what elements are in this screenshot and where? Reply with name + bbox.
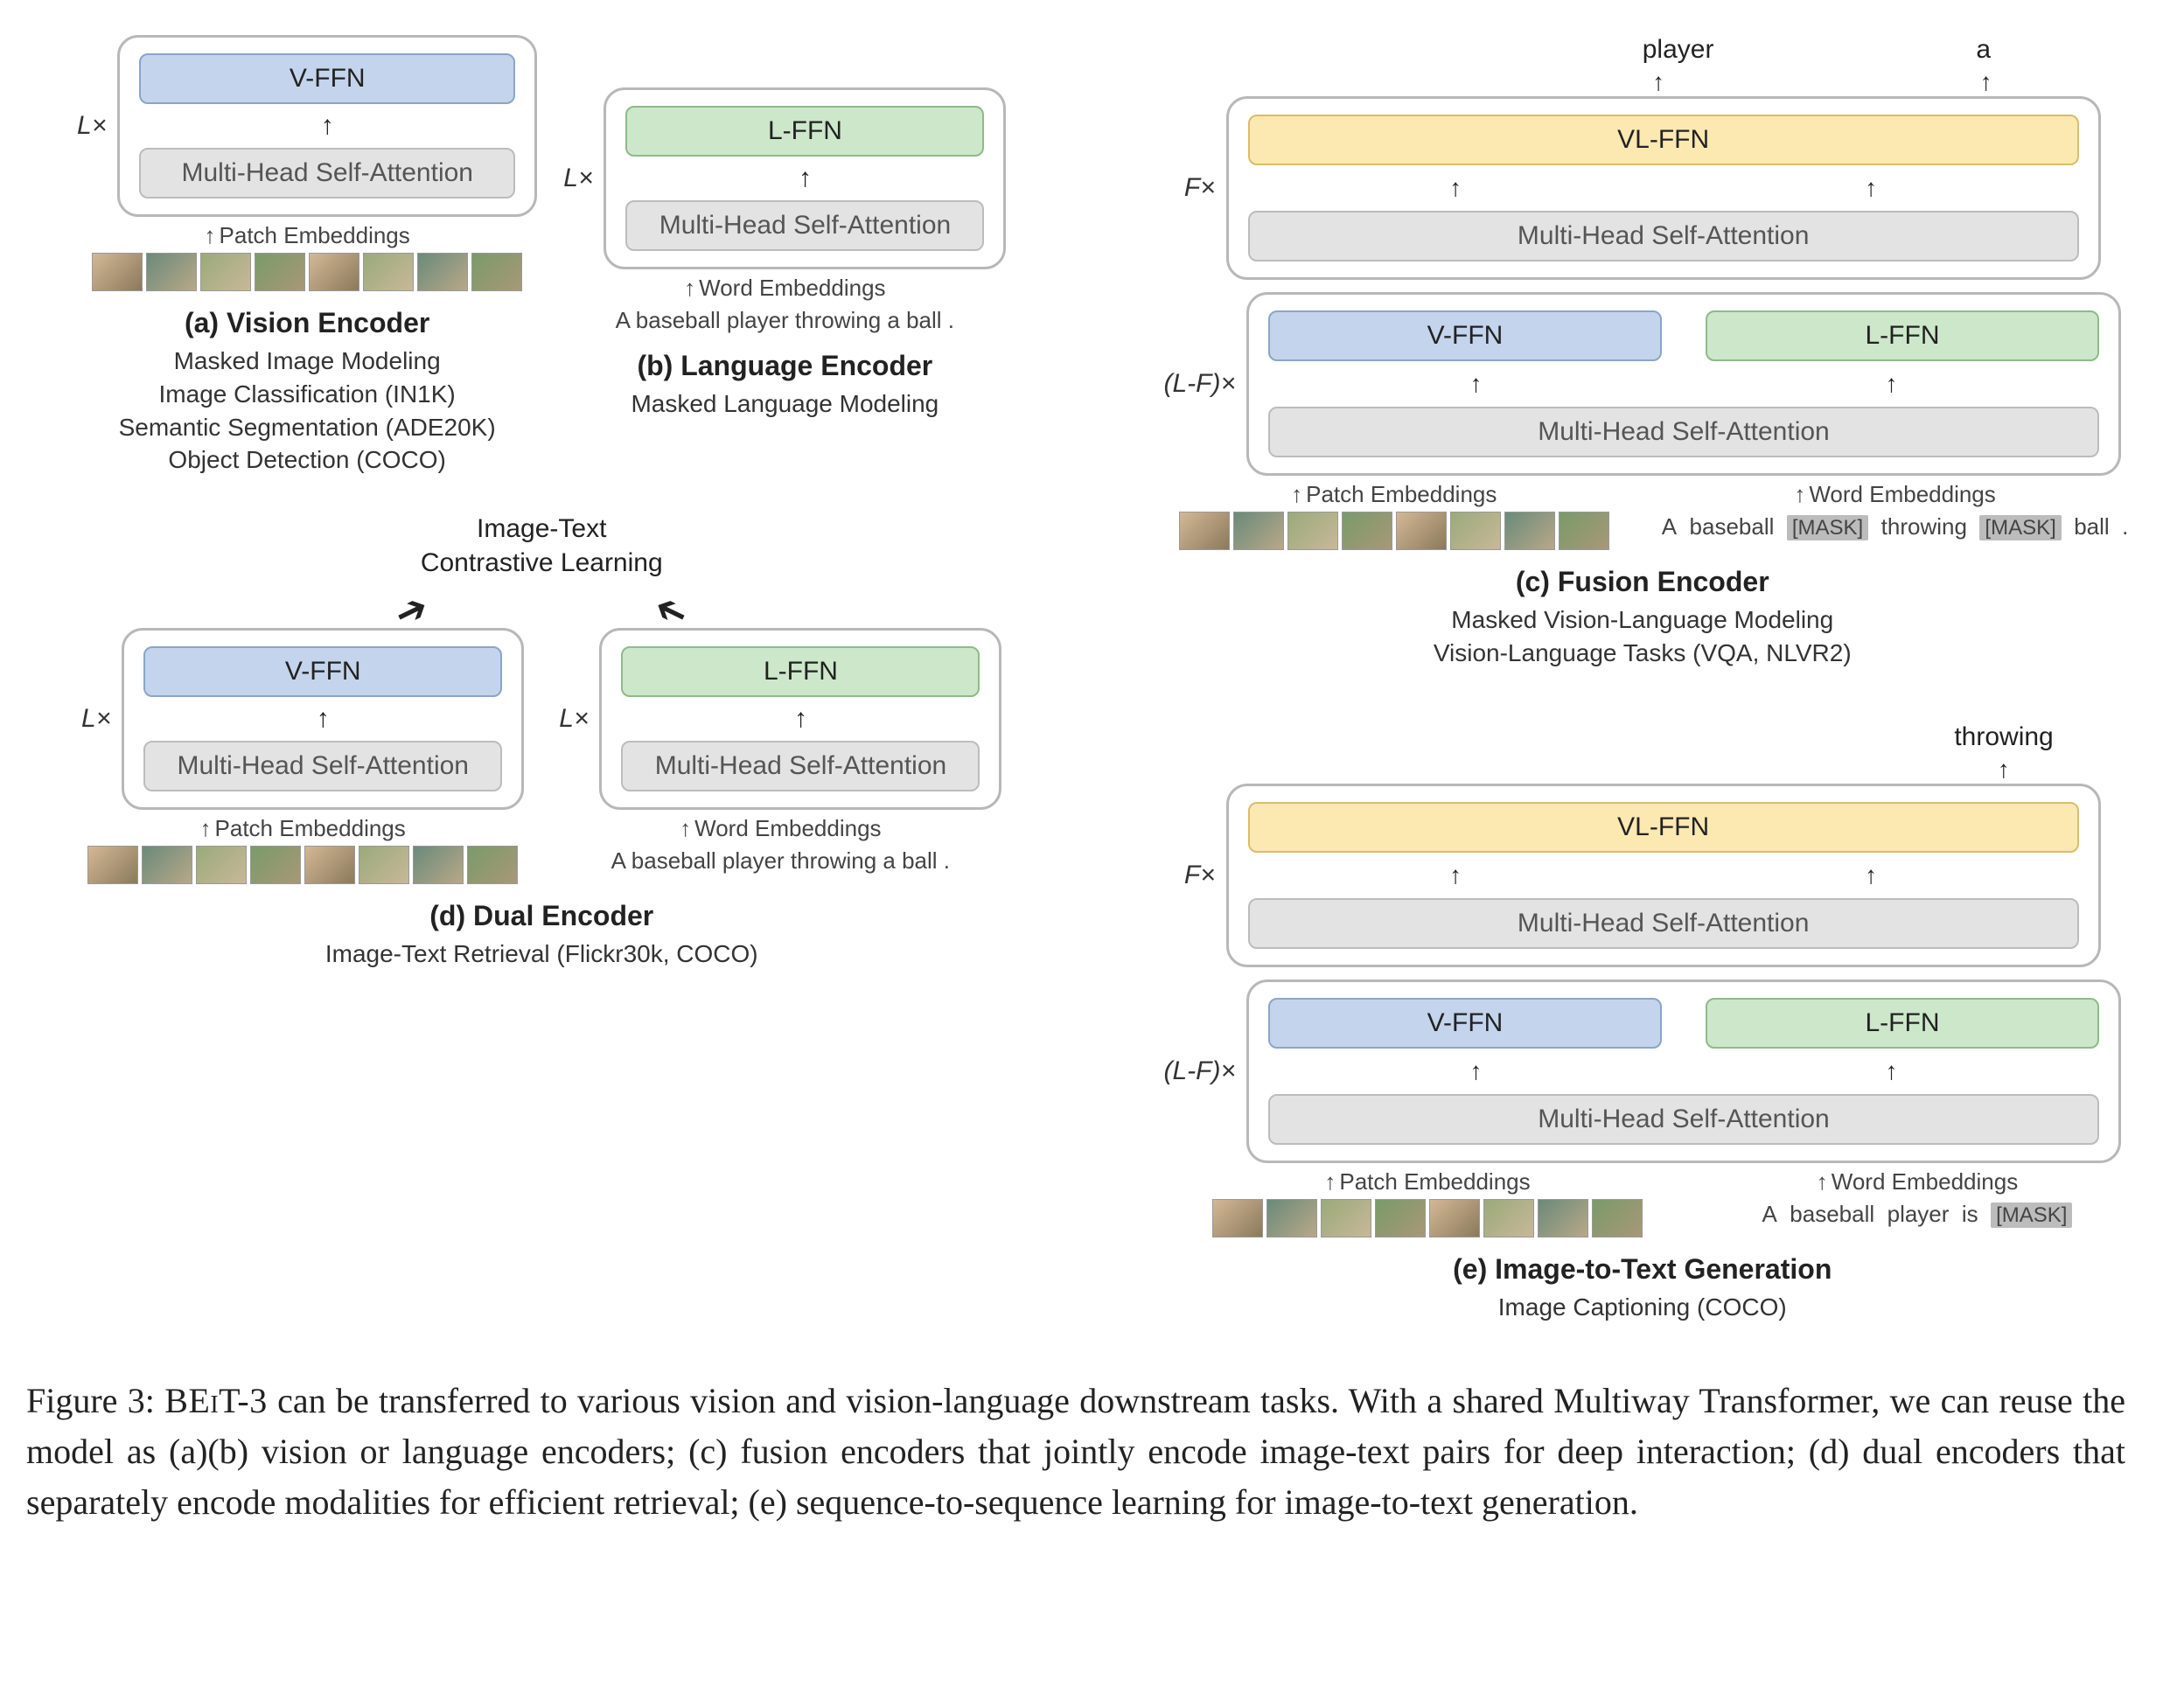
caption-c: (c) Fusion Encoder Masked Vision-Languag… [1434, 566, 1852, 670]
contrastive-label: Image-Text Contrastive Learning [421, 512, 663, 580]
input-sentence-b: A baseball player throwing a ball . [616, 307, 954, 334]
l-ffn-box: L-FFN [1706, 310, 2099, 361]
mhsa-box: Multi-Head Self-Attention [1248, 211, 2079, 261]
v-ffn-box: V-FFN [139, 53, 515, 104]
patch-emb-label: ↑Patch Embeddings [205, 222, 410, 249]
mhsa-box: Multi-Head Self-Attention [143, 741, 502, 791]
left-column: L× V-FFN ↑ Multi-Head Self-Attention ↑Pa… [26, 35, 1057, 1323]
fusion-upper-block: VL-FFN ↑↑ Multi-Head Self-Attention [1226, 96, 2101, 280]
v-ffn-box: V-FFN [1268, 310, 1662, 361]
word-emb-label: ↑Word Embeddings [1794, 481, 1995, 508]
figure-grid: L× V-FFN ↑ Multi-Head Self-Attention ↑Pa… [26, 35, 2158, 1323]
mult-L-a: L× [77, 111, 107, 141]
l-ffn-box: L-FFN [621, 646, 980, 697]
patch-strip [87, 846, 518, 884]
caption-b: (b) Language Encoder Masked Language Mod… [631, 350, 938, 421]
mask-token: [MASK] [1787, 515, 1868, 540]
mhsa-box: Multi-Head Self-Attention [1268, 1094, 2099, 1145]
fusion-lower-block: V-FFN L-FFN ↑↑ Multi-Head Self-Attention [1246, 292, 2121, 476]
panel-a: L× V-FFN ↑ Multi-Head Self-Attention ↑Pa… [77, 35, 537, 477]
arrow-up-icon: ↑ [321, 113, 334, 139]
mhsa-box: Multi-Head Self-Attention [139, 148, 515, 199]
arrow-up-icon: ↑ [794, 706, 807, 732]
contrastive-arrows: ➔ ➔ [395, 589, 687, 633]
panel-b: L× L-FFN ↑ Multi-Head Self-Attention ↑Wo… [563, 87, 1006, 421]
mask-token: [MASK] [1979, 515, 2061, 540]
mult-L-d2: L× [559, 704, 589, 734]
vl-ffn-box: VL-FFN [1248, 802, 2079, 853]
i2t-upper-block: VL-FFN ↑↑ Multi-Head Self-Attention [1226, 784, 2101, 967]
mult-LmF-c: (L-F)× [1163, 369, 1236, 399]
patch-emb-label: ↑Patch Embeddings [1324, 1168, 1530, 1196]
word-emb-label: ↑Word Embeddings [684, 275, 885, 302]
patch-strip [1179, 512, 1609, 550]
output-arrows: ↑ ↑ [1188, 68, 2097, 96]
patch-strip [92, 253, 522, 291]
output-word-e: throwing [1179, 722, 2106, 752]
arrow-row: ↑↑ [1268, 370, 2099, 398]
panels-a-b-row: L× V-FFN ↑ Multi-Head Self-Attention ↑Pa… [26, 35, 1057, 477]
caption-a: (a) Vision Encoder Masked Image Modeling… [119, 307, 496, 477]
word-emb-label: ↑Word Embeddings [1817, 1168, 2018, 1196]
panel-c: player a ↑ ↑ F× VL-FFN ↑↑ Multi-Head Sel… [1127, 35, 2159, 670]
vl-ffn-box: VL-FFN [1248, 115, 2079, 165]
input-sentence-c: A baseball [MASK] throwing [MASK] ball . [1662, 513, 2129, 540]
encoder-block-d-lang: L-FFN ↑ Multi-Head Self-Attention [599, 628, 1001, 810]
patch-emb-label: ↑Patch Embeddings [200, 815, 406, 842]
v-ffn-box: V-FFN [1268, 998, 1662, 1049]
mult-F-c: F× [1184, 173, 1216, 203]
mult-F-e: F× [1184, 861, 1216, 890]
output-words-c: player a [1188, 35, 2097, 65]
panel-d: Image-Text Contrastive Learning ➔ ➔ L× V… [26, 512, 1057, 971]
mask-token: [MASK] [1991, 1203, 2072, 1228]
mhsa-box: Multi-Head Self-Attention [1268, 407, 2099, 457]
arrow-row: ↑↑ [1268, 1057, 2099, 1085]
input-sentence-d: A baseball player throwing a ball . [611, 847, 950, 875]
panel-e: throwing ↑ F× VL-FFN ↑↑ Multi-Head Self-… [1127, 722, 2159, 1324]
v-ffn-box: V-FFN [143, 646, 502, 697]
mhsa-box: Multi-Head Self-Attention [621, 741, 980, 791]
encoder-block-d-vision: V-FFN ↑ Multi-Head Self-Attention [122, 628, 524, 810]
arrow-row: ↑↑ [1248, 174, 2079, 202]
right-column: player a ↑ ↑ F× VL-FFN ↑↑ Multi-Head Sel… [1127, 35, 2159, 1323]
output-arrow-e: ↑ [1179, 756, 2106, 784]
input-sentence-e: A baseball player is [MASK] [1762, 1201, 2073, 1228]
patch-strip [1212, 1199, 1643, 1237]
mult-L-b: L× [563, 164, 593, 193]
caption-d: (d) Dual Encoder Image-Text Retrieval (F… [325, 900, 758, 971]
model-name: BEiT-3 [164, 1381, 268, 1420]
mhsa-box: Multi-Head Self-Attention [1248, 898, 2079, 949]
mult-LmF-e: (L-F)× [1163, 1056, 1236, 1086]
mhsa-box: Multi-Head Self-Attention [625, 200, 984, 251]
i2t-lower-block: V-FFN L-FFN ↑↑ Multi-Head Self-Attention [1246, 979, 2121, 1163]
figure-caption: Figure 3: BEiT-3 can be transferred to v… [26, 1376, 2125, 1528]
arrow-row: ↑↑ [1248, 861, 2079, 889]
encoder-block-b: L-FFN ↑ Multi-Head Self-Attention [604, 87, 1006, 269]
arrow-up-icon: ↑ [799, 165, 812, 192]
arrow-up-icon: ↑ [317, 706, 330, 732]
encoder-block-a: V-FFN ↑ Multi-Head Self-Attention [117, 35, 537, 217]
mult-L-d1: L× [81, 704, 111, 734]
caption-e: (e) Image-to-Text Generation Image Capti… [1453, 1253, 1832, 1324]
word-emb-label: ↑Word Embeddings [680, 815, 881, 842]
l-ffn-box: L-FFN [625, 106, 984, 157]
patch-emb-label: ↑Patch Embeddings [1291, 481, 1497, 508]
l-ffn-box: L-FFN [1706, 998, 2099, 1049]
